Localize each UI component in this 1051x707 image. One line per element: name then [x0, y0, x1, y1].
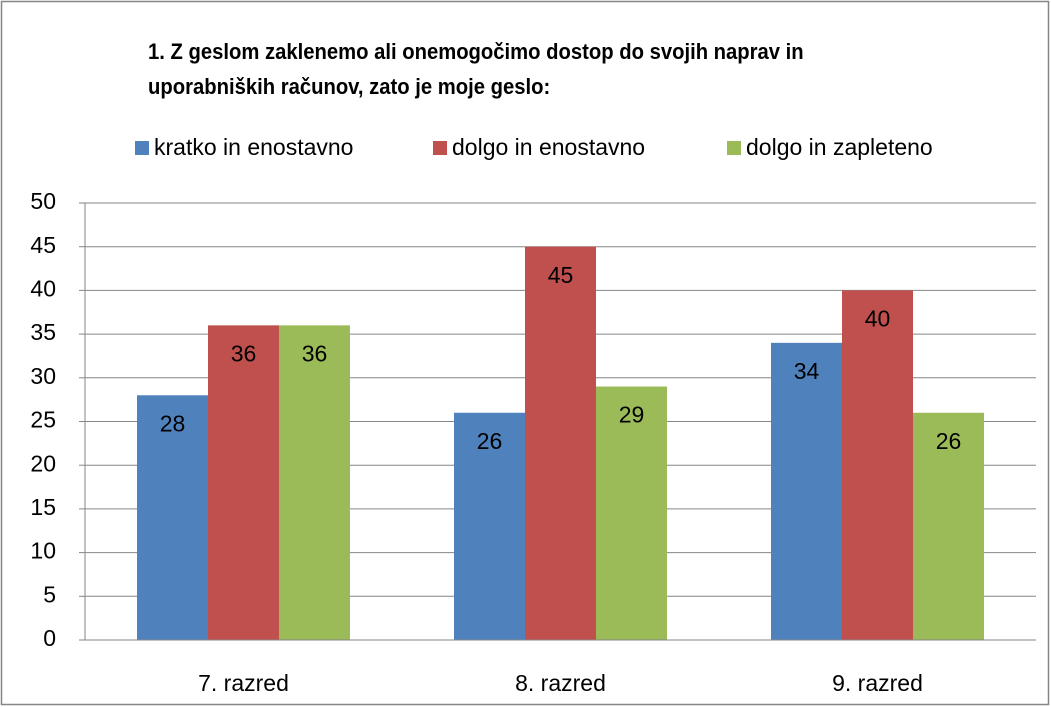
- legend-swatch: [433, 141, 447, 155]
- data-label: 45: [548, 262, 574, 288]
- y-tick-label: 40: [30, 275, 56, 301]
- chart-title: 1. Z geslom zaklenemo ali onemogočimo do…: [148, 39, 804, 99]
- data-label: 36: [302, 340, 328, 366]
- data-label: 26: [477, 428, 503, 454]
- data-label: 34: [794, 358, 820, 384]
- bar: [279, 325, 350, 640]
- x-tick-label: 8. razred: [515, 670, 606, 696]
- y-tick-label: 30: [30, 363, 56, 389]
- y-tick-label: 10: [30, 538, 56, 564]
- bar: [842, 290, 913, 640]
- y-tick-label: 15: [30, 494, 56, 520]
- bar: [596, 386, 667, 640]
- y-tick-label: 45: [30, 232, 56, 258]
- y-tick-label: 5: [43, 581, 56, 607]
- data-label: 40: [865, 305, 891, 331]
- legend-label: kratko in enostavno: [154, 134, 353, 160]
- data-label: 28: [160, 410, 186, 436]
- data-label: 36: [231, 340, 257, 366]
- legend-label: dolgo in zapleteno: [746, 134, 933, 160]
- x-tick-label: 7. razred: [198, 670, 289, 696]
- legend-swatch: [727, 141, 741, 155]
- data-label: 29: [619, 402, 645, 428]
- y-tick-label: 50: [30, 188, 56, 214]
- bar: [137, 395, 208, 640]
- data-label: 26: [936, 428, 962, 454]
- y-tick-label: 25: [30, 407, 56, 433]
- y-tick-label: 0: [43, 625, 56, 651]
- bar: [913, 412, 984, 640]
- bar: [454, 412, 525, 640]
- legend-swatch: [135, 141, 149, 155]
- y-tick-label: 20: [30, 450, 56, 476]
- bar: [208, 325, 279, 640]
- x-tick-label: 9. razred: [832, 670, 923, 696]
- bar: [525, 246, 596, 640]
- y-tick-label: 35: [30, 319, 56, 345]
- bar: [771, 342, 842, 640]
- legend-label: dolgo in enostavno: [452, 134, 645, 160]
